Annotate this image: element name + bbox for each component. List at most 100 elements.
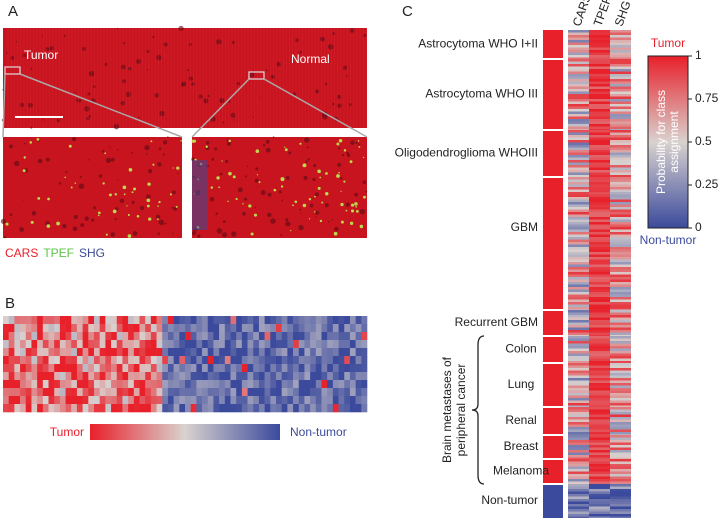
heat-cell (179, 372, 186, 381)
texture (357, 140, 360, 142)
heat-cell (589, 450, 610, 453)
heat-cell (310, 396, 317, 405)
heat-cell (179, 396, 186, 405)
texture (203, 98, 209, 104)
heat-cell (568, 466, 589, 470)
heat-cell (202, 372, 209, 381)
heat-cell (59, 356, 66, 365)
heat-cell (156, 396, 163, 405)
heat-cell (610, 442, 631, 446)
legend-entry: TPEF (43, 246, 74, 260)
heat-cell (128, 324, 135, 333)
heat-cell (167, 332, 174, 341)
heat-cell (276, 364, 282, 373)
heat-cell (568, 124, 589, 127)
heat-cell (185, 356, 191, 365)
heat-cell (31, 380, 38, 389)
heat-cell (321, 332, 328, 341)
heat-cell (610, 175, 631, 177)
heat-cell (589, 140, 610, 143)
heat-cell (610, 338, 631, 342)
heat-cell (173, 364, 180, 373)
heat-cell (59, 388, 66, 397)
texture (176, 172, 179, 174)
heat-cell (610, 259, 631, 263)
heat-cell (610, 424, 631, 428)
heat-cell (37, 380, 44, 389)
heat-cell (568, 368, 589, 371)
heat-cell (88, 324, 95, 333)
texture (56, 221, 60, 226)
texture (262, 77, 264, 79)
heat-cell (589, 207, 610, 210)
heat-cell (338, 404, 345, 413)
heat-cell (589, 232, 610, 235)
heat-cell (610, 179, 631, 183)
heat-cell (105, 324, 112, 333)
heat-cell (25, 364, 32, 373)
heat-cell (31, 404, 38, 413)
heat-cell (568, 209, 589, 213)
heat-cell (589, 192, 610, 195)
heat-cell (219, 324, 226, 333)
heat-cell (568, 52, 589, 56)
colorbar (647, 55, 689, 229)
heat-cell (344, 316, 351, 325)
heat-cell (94, 332, 100, 341)
heat-cell (99, 316, 106, 325)
heat-cell (589, 177, 610, 180)
heat-cell (568, 434, 589, 435)
heat-cell (173, 396, 180, 405)
heat-cell (76, 340, 83, 349)
heat-cell (589, 464, 610, 467)
heat-cell (133, 316, 140, 325)
heat-cell (42, 324, 49, 333)
heat-cell (610, 501, 631, 505)
heat-cell (99, 372, 106, 381)
heat-cell (270, 316, 277, 325)
heat-cell (568, 64, 589, 67)
heat-cell (610, 184, 631, 188)
heat-cell (8, 364, 15, 373)
heat-cell (610, 390, 631, 394)
heat-cell (589, 229, 610, 233)
heat-cell (568, 142, 589, 146)
texture (146, 204, 150, 208)
heat-cell (589, 459, 610, 462)
heat-cell (589, 336, 610, 339)
heat-cell (105, 396, 112, 405)
heat-cell (3, 316, 9, 325)
colorbar-tick-label: 0.25 (695, 177, 719, 191)
heat-cell (179, 316, 186, 325)
heat-cell (568, 292, 589, 295)
heat-cell (610, 209, 631, 213)
heat-cell (589, 476, 610, 480)
heat-cell (349, 324, 356, 333)
heat-cell (236, 348, 243, 357)
heat-cell (568, 481, 589, 484)
heat-cell (568, 279, 589, 283)
heat-cell (105, 404, 112, 413)
texture (338, 171, 340, 174)
heat-cell (610, 310, 631, 313)
heat-cell (82, 372, 89, 381)
heat-cell (610, 114, 631, 117)
heat-cell (31, 364, 38, 373)
heat-cell (589, 269, 610, 273)
heat-cell (589, 126, 610, 130)
heat-cell (610, 239, 631, 243)
texture (19, 227, 24, 232)
heat-cell (230, 324, 237, 333)
heat-cell (589, 172, 610, 176)
texture (227, 141, 232, 146)
heat-cell (568, 455, 589, 458)
heat-cell (589, 50, 610, 53)
texture (175, 205, 178, 208)
heat-cell (610, 309, 631, 310)
heat-cell (610, 89, 631, 92)
heat-cell (568, 450, 589, 453)
heat-cell (59, 372, 66, 381)
heat-cell (589, 175, 610, 177)
heat-cell (589, 309, 610, 310)
texture (36, 137, 40, 141)
